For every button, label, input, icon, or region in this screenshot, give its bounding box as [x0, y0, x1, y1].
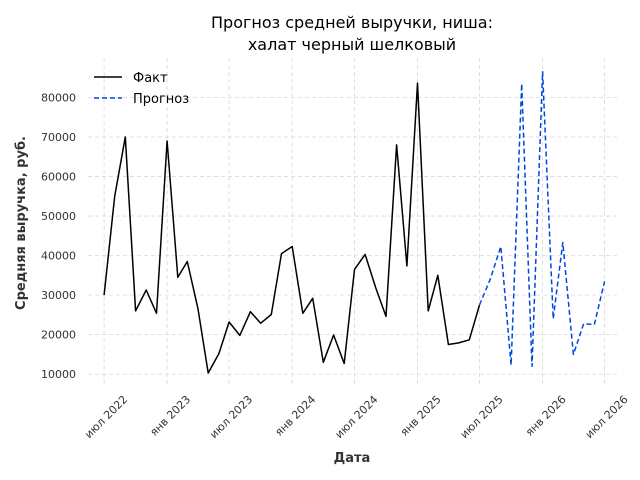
series-lines [103, 71, 606, 374]
legend: Факт Прогноз [94, 71, 189, 107]
series-line-forecast [478, 71, 606, 367]
chart-title-line-1: Прогноз средней выручки, ниша: [211, 13, 493, 32]
y-tick-label: 80000 [41, 92, 76, 105]
y-tick-label: 70000 [41, 131, 76, 144]
y-tick-label: 30000 [41, 289, 76, 302]
chart-title-line-2: халат черный шелковый [248, 35, 456, 54]
y-axis-label: Средняя выручка, руб. [14, 136, 29, 310]
legend-label-fact: Факт [133, 71, 168, 86]
grid [88, 58, 620, 386]
y-tick-label: 60000 [41, 171, 76, 184]
y-tick-label: 50000 [41, 210, 76, 223]
y-tick-label: 20000 [41, 329, 76, 342]
x-axis-label: Дата [334, 451, 371, 466]
y-axis-ticks: 10000 20000 30000 40000 50000 60000 70000 80000 [41, 92, 76, 382]
y-tick-label: 40000 [41, 250, 76, 263]
y-tick-label: 10000 [41, 368, 76, 381]
legend-label-forecast: Прогноз [133, 92, 189, 107]
series-line-fact [103, 82, 481, 374]
